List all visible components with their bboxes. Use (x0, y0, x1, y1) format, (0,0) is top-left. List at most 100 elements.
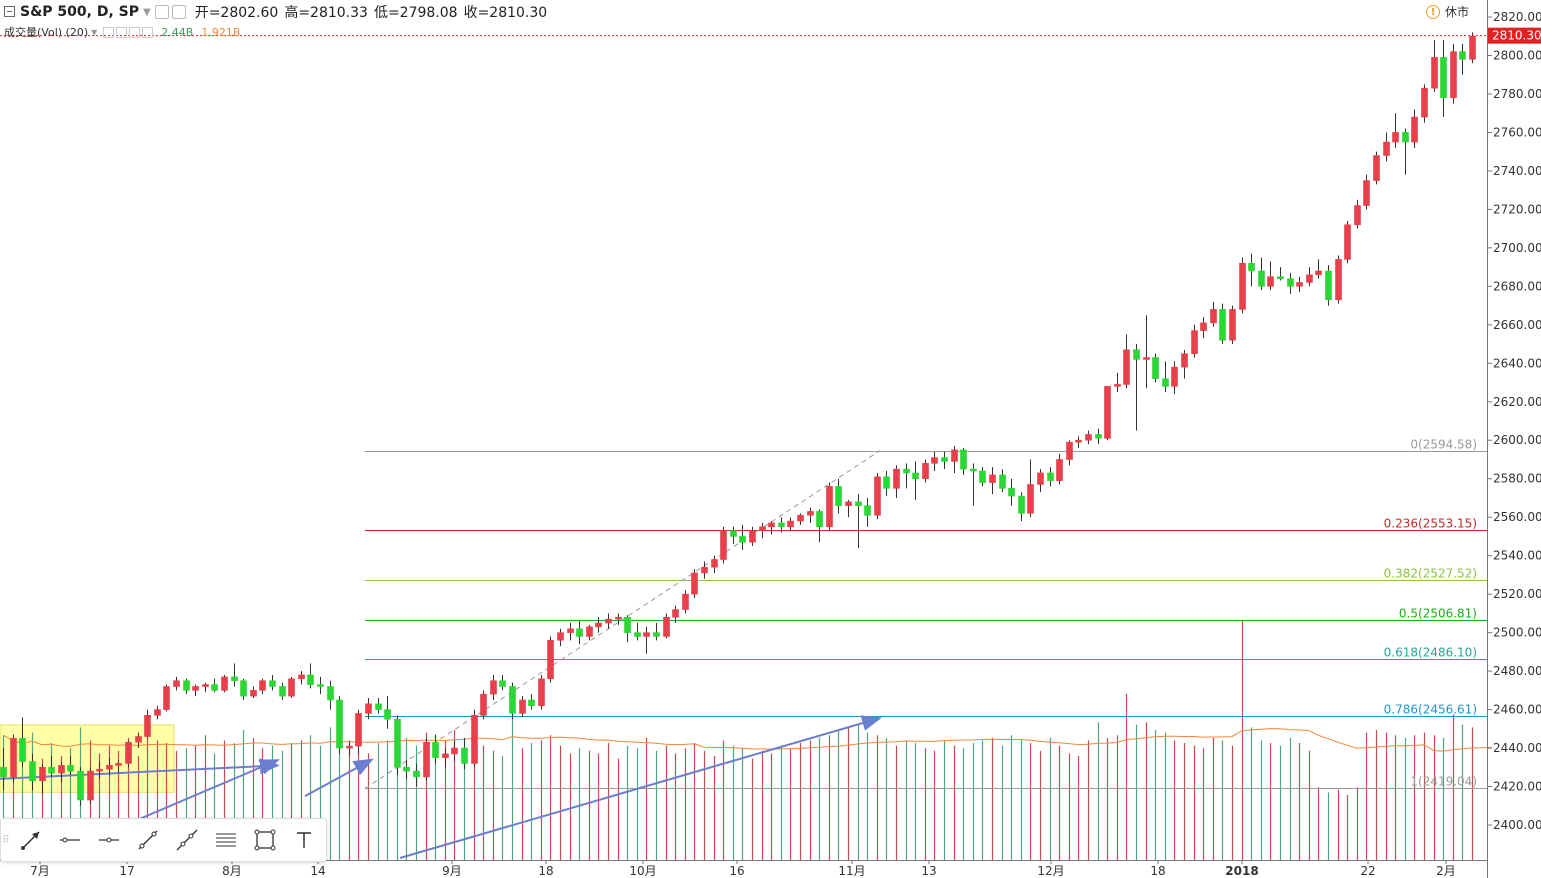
candle-body (1344, 224, 1351, 260)
candle-body (567, 628, 574, 633)
close-value: 收=2810.30 (463, 5, 548, 21)
trend-line-icon[interactable] (128, 819, 167, 861)
candle-body (999, 474, 1006, 489)
settings-icon[interactable] (154, 5, 169, 19)
candle-body (1056, 459, 1063, 481)
y-tick-label: 2560.00 (1493, 510, 1541, 524)
candle-body (48, 766, 55, 774)
rectangle-icon[interactable] (245, 819, 284, 861)
hide-icon[interactable] (171, 5, 186, 19)
volume-ma-series (2, 728, 1492, 752)
candle-body (1277, 276, 1284, 279)
y-tick-label: 2720.00 (1493, 202, 1541, 216)
candle-body (912, 472, 919, 480)
volume-indicator-row: 成交量(Vol) (20) ▼ 2.44B 1.921B (4, 24, 240, 40)
chevron-down-icon[interactable]: ▼ (143, 6, 151, 18)
drawing-toolbar: ⠿ (0, 818, 327, 862)
candle-body (922, 463, 929, 480)
candle-body (461, 747, 468, 764)
candle-body (1219, 309, 1226, 341)
last-price-line: 2810.30 (0, 27, 1541, 44)
candle-body (768, 522, 775, 528)
collapse-icon[interactable] (4, 6, 15, 17)
volume-indicator-label[interactable]: 成交量(Vol) (20) (4, 26, 89, 39)
y-tick-label: 2540.00 (1493, 549, 1541, 563)
candle-body (279, 686, 286, 697)
candle-body (499, 680, 506, 687)
candle-body (413, 770, 420, 778)
candle-body (797, 514, 804, 522)
candle-body (845, 501, 852, 506)
parallel-lines-icon[interactable] (206, 819, 245, 861)
candle-body (231, 676, 238, 682)
candle-body (864, 505, 871, 516)
hide-icon[interactable] (116, 26, 128, 38)
horizontal-line-icon[interactable] (50, 819, 89, 861)
symbol-label[interactable]: S&P 500, D, SP (20, 4, 139, 20)
arrow-line-icon[interactable] (11, 819, 50, 861)
candle-body (269, 680, 276, 687)
candle-body (317, 684, 324, 687)
candle-body (423, 741, 430, 778)
candle-body (931, 457, 938, 464)
remove-icon[interactable] (129, 26, 141, 38)
candle-body (125, 741, 132, 764)
chart-header: S&P 500, D, SP ▼ 开=2802.60 高=2810.33 低=2… (0, 0, 547, 24)
candle-body (375, 703, 382, 710)
x-tick-label: 18 (538, 864, 553, 878)
x-tick-label: 10月 (629, 864, 656, 878)
candle-body (557, 632, 564, 641)
x-tick-label: 13 (921, 864, 936, 878)
candle-body (509, 686, 516, 714)
candle-body (634, 632, 641, 637)
candle-body (605, 618, 612, 624)
candle-body (106, 765, 113, 770)
open-value: 开=2802.60 (194, 5, 279, 21)
candle-body (576, 628, 583, 637)
horizontal-ray-icon[interactable] (89, 819, 128, 861)
volume-value: 2.44B (161, 25, 194, 39)
candle-body (547, 640, 554, 680)
y-tick-label: 2580.00 (1493, 472, 1541, 486)
candle-body (202, 684, 209, 687)
chevron-down-icon[interactable]: ▼ (91, 27, 98, 37)
drag-handle-icon[interactable]: ⠿ (2, 834, 10, 846)
candle-body (749, 530, 756, 543)
text-icon[interactable] (284, 819, 323, 861)
candle-body (10, 738, 17, 778)
candle-body (403, 766, 410, 772)
candle-body (1459, 51, 1466, 60)
candle-body (701, 566, 708, 574)
candle-body (730, 530, 737, 537)
candle-body (874, 476, 881, 516)
y-tick-label: 2420.00 (1493, 780, 1541, 794)
price-axis: 2400.00 2420.00 2440.00 2460.00 2480.00 2500.… (1487, 0, 1541, 878)
more-icon[interactable] (142, 26, 154, 38)
market-status[interactable]: ! 休市 (1425, 3, 1469, 20)
candle-body (586, 626, 593, 637)
candle-body (250, 690, 257, 697)
candle-body (183, 680, 190, 691)
candle-body (778, 522, 785, 528)
y-tick-label: 2680.00 (1493, 279, 1541, 293)
candle-body (1421, 87, 1428, 118)
x-tick-label: 18 (1150, 864, 1165, 878)
candle-body (58, 765, 65, 774)
candle-body (941, 457, 948, 462)
candle-body (1402, 132, 1409, 143)
candle-body (1008, 488, 1015, 497)
extended-line-icon[interactable] (167, 819, 206, 861)
candle-body (1210, 309, 1217, 324)
candle-body (1229, 309, 1236, 341)
candle-body (903, 468, 910, 474)
candle-body (1181, 353, 1188, 368)
volume-ma-line (2, 728, 1492, 752)
candle-body (653, 632, 660, 637)
y-tick-label: 2440.00 (1493, 741, 1541, 755)
candle-body (307, 674, 314, 685)
y-tick-label: 2700.00 (1493, 241, 1541, 255)
candle-body (442, 753, 449, 758)
settings-icon[interactable] (103, 26, 115, 38)
volume-ma-value: 1.921B (201, 25, 241, 39)
